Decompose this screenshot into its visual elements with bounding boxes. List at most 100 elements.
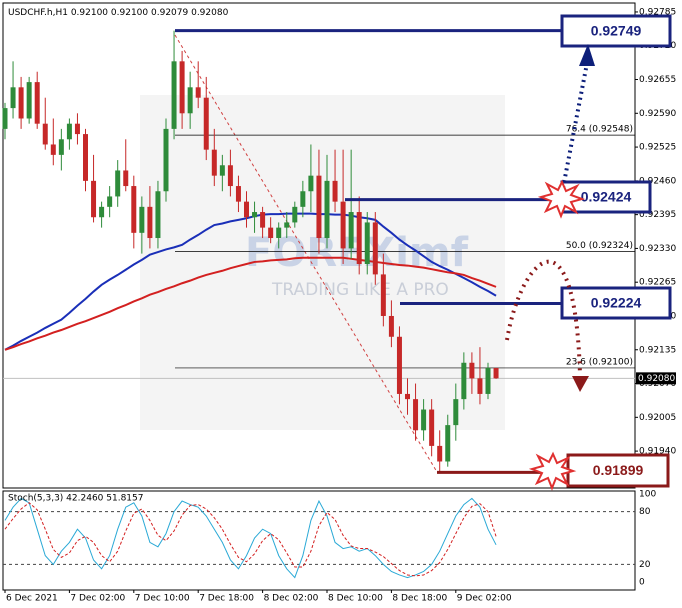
candle-body [91,180,97,218]
osc-tick-label: 80 [639,507,651,517]
candle-body [421,409,427,431]
level-box-frame [560,286,672,320]
level-box-label: 0.92749 [591,23,642,39]
candle-body [187,87,193,114]
candle-body [155,191,161,239]
fib-label: 50.0 (0.92324) [566,241,633,251]
current-price-tag [636,372,676,385]
candle-body [445,425,451,462]
candle-body [348,212,354,249]
candle-body [340,201,346,249]
up-arrow [561,57,590,189]
candle-body [66,123,72,140]
level-box: 0.92749 [560,14,672,48]
candle-body [469,362,475,379]
oscillator-label: Stoch(5,3,3) 42.2460 51.8157 [8,494,143,504]
y-tick-label: 0.91940 [639,447,676,457]
candle-body [58,139,64,155]
candle-body [268,227,274,239]
y-tick-label: 0.92330 [639,244,676,254]
x-tick-label: 7 Dec 18:00 [199,594,254,604]
header: USDCHF.h,H1 0.92100 0.92100 0.92079 0.92… [8,8,229,18]
candle-body [227,165,233,187]
candle-body [292,206,298,223]
current-price-label: 0.92080 [638,374,675,384]
y-tick-label: 0.92655 [639,75,676,85]
candle-body [413,399,419,431]
x-tick-label: 7 Dec 10:00 [135,594,190,604]
candle-body [99,206,105,218]
candle-body [316,175,322,239]
main-frame [2,2,636,489]
moving-average [4,256,497,351]
candle-body [324,180,330,239]
osc-tick-label: 20 [639,560,651,570]
osc-tick-label: 0 [639,578,645,588]
x-tick-label: 8 Dec 18:00 [392,594,447,604]
candle-body [380,274,386,316]
candle-body [493,367,499,379]
candle-body [195,87,201,98]
y-tick-label: 0.92590 [639,109,676,119]
oscillator-frame [2,490,636,591]
x-tick-label: 8 Dec 02:00 [264,594,319,604]
candle-body [477,378,483,394]
candle-body [50,144,56,155]
candle-body [107,196,113,207]
candle-body [461,362,467,400]
candle-body [115,170,121,197]
candle-body [284,222,290,228]
candle-body [10,87,16,109]
candle-body [244,201,249,218]
candle-body [388,315,394,337]
candle-body [356,212,362,265]
candle-body [42,123,48,145]
candle-body [332,180,338,202]
candle-body [276,227,282,239]
y-tick-label: 0.92460 [639,176,676,186]
candle-body [372,222,378,275]
x-tick-label: 8 Dec 10:00 [328,594,383,604]
osc-tick-label: 100 [639,490,656,500]
candle-body [405,393,410,400]
candle-body [83,134,88,181]
x-tick-label: 7 Dec 02:00 [70,594,125,604]
candle-body [211,149,217,176]
oscillator-line [4,502,497,577]
y-tick-label: 0.92135 [639,345,676,355]
candle-body [131,186,137,233]
candle-body [300,191,306,207]
candle-body [163,128,169,192]
candle-body [260,212,266,228]
candle-body [308,175,314,192]
candle-body [2,108,8,129]
candle-body [437,445,443,462]
y-tick-label: 0.92525 [639,143,676,153]
candle-body [235,186,241,202]
level-box: 0.92224 [560,286,672,320]
candle-body [139,206,145,233]
level-box-frame [560,14,672,48]
watermark-tagline: TRADING LIKE A PRO [271,280,449,300]
candle-body [34,82,40,124]
candle-body [74,123,80,135]
candle-body [203,97,209,150]
fib-trend-line [174,34,438,473]
candle-body [123,170,129,187]
burst [528,451,577,491]
watermark-panel [140,95,505,430]
up-arrow-head [579,44,595,66]
level-box-label: 0.91899 [593,462,644,478]
y-tick-label: 0.92005 [639,413,676,423]
candle-body [219,165,225,176]
x-tick-label: 9 Dec 02:00 [457,594,512,604]
fib-label: 76.4 (0.92548) [566,125,633,135]
y-tick-label: 0.92395 [639,210,676,220]
candle-body [171,61,177,129]
x-tick-label: 6 Dec 2021 [6,594,58,604]
level-box-label: 0.92224 [591,295,642,311]
candle-body [453,399,459,426]
down-arrow-head [572,376,589,392]
candle-body [18,87,24,119]
